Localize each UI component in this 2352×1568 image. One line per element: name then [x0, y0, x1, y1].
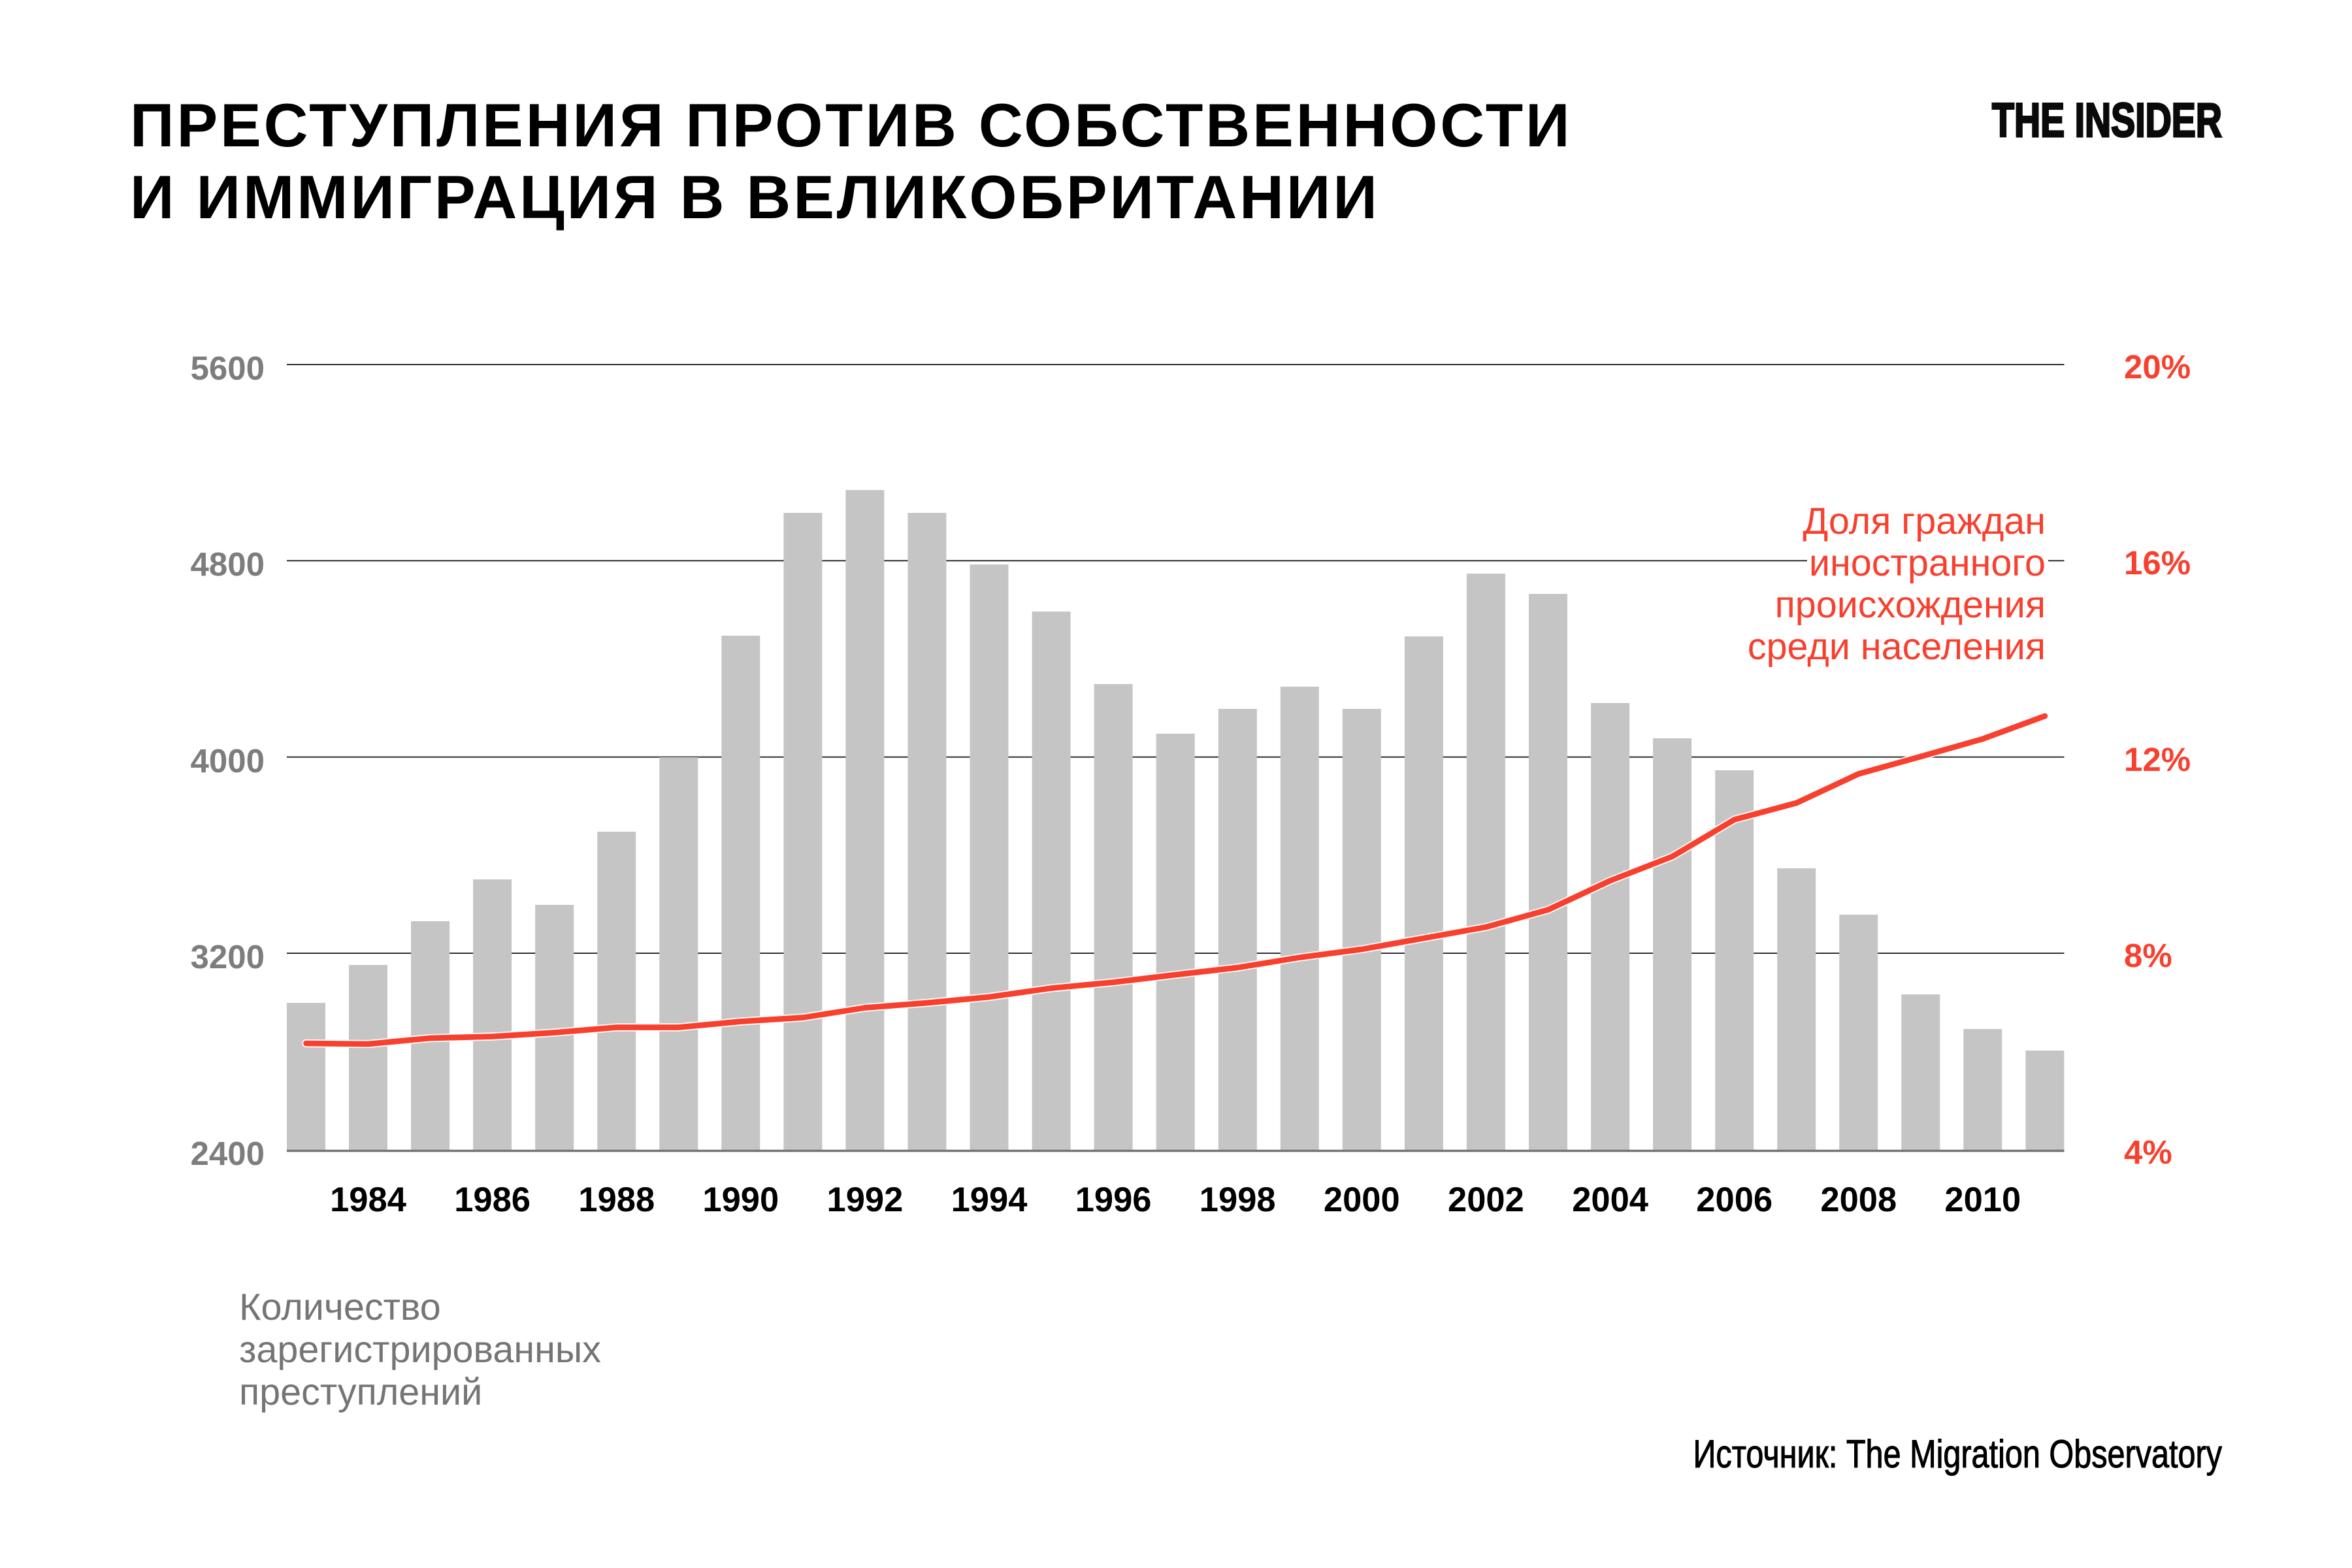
svg-text:1994: 1994 [951, 1181, 1028, 1219]
svg-text:1992: 1992 [827, 1181, 904, 1219]
svg-text:THE INSIDER: THE INSIDER [1992, 94, 2222, 147]
svg-text:И ИММИГРАЦИЯ В ВЕЛИКОБРИТАНИИ: И ИММИГРАЦИЯ В ВЕЛИКОБРИТАНИИ [130, 163, 1380, 231]
svg-text:Источник: The Migration Observ: Источник: The Migration Observatory [1693, 1432, 2222, 1476]
svg-text:2006: 2006 [1696, 1181, 1772, 1219]
svg-text:1990: 1990 [702, 1181, 779, 1219]
svg-text:преступлений: преступлений [239, 1371, 482, 1413]
svg-text:иностранного: иностранного [1809, 542, 2046, 584]
svg-text:12%: 12% [2124, 741, 2191, 778]
svg-text:1988: 1988 [578, 1181, 655, 1219]
svg-text:ПРЕСТУПЛЕНИЯ ПРОТИВ СОБСТВЕННО: ПРЕСТУПЛЕНИЯ ПРОТИВ СОБСТВЕННОСТИ [130, 91, 1573, 159]
svg-text:5600: 5600 [191, 350, 265, 387]
svg-text:1998: 1998 [1200, 1181, 1276, 1219]
svg-text:1986: 1986 [454, 1181, 531, 1219]
svg-text:зарегистрированных: зарегистрированных [239, 1329, 601, 1371]
svg-text:среди населения: среди населения [1748, 626, 2046, 668]
svg-text:16%: 16% [2124, 544, 2191, 581]
svg-text:4800: 4800 [191, 546, 265, 583]
svg-text:1996: 1996 [1075, 1181, 1152, 1219]
svg-text:происхождения: происхождения [1775, 584, 2046, 626]
svg-text:2002: 2002 [1448, 1181, 1524, 1219]
svg-text:2004: 2004 [1572, 1181, 1648, 1219]
svg-text:4000: 4000 [191, 742, 265, 779]
svg-text:20%: 20% [2124, 348, 2191, 385]
svg-text:4%: 4% [2124, 1134, 2172, 1171]
svg-text:2010: 2010 [1944, 1181, 2021, 1219]
svg-text:1984: 1984 [330, 1181, 406, 1219]
svg-text:2008: 2008 [1820, 1181, 1897, 1219]
svg-text:2400: 2400 [191, 1135, 265, 1172]
svg-text:3200: 3200 [191, 938, 265, 975]
svg-text:2000: 2000 [1324, 1181, 1400, 1219]
svg-text:Доля граждан: Доля граждан [1803, 500, 2046, 542]
svg-text:8%: 8% [2124, 937, 2172, 974]
svg-text:Количество: Количество [239, 1286, 441, 1328]
